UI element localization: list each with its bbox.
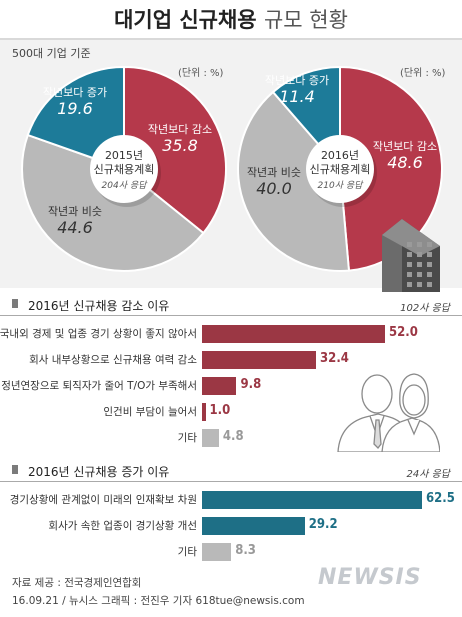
pie-2015-slice-label-increase: 작년보다 증가 xyxy=(43,86,107,99)
decrease-row: 국내외 경제 및 업종 경기 상황이 좋지 않아서 52.0 xyxy=(0,324,462,344)
increase-section-responses: 24사 응답 xyxy=(406,469,450,480)
pie-2015-slice-similar xyxy=(21,133,205,272)
decrease-bar xyxy=(202,429,219,447)
decrease-bar xyxy=(202,351,317,369)
pie-2015-center-responses: 204사 응답 xyxy=(102,180,149,191)
decrease-bar xyxy=(202,325,386,343)
pie-2015-slice-decrease xyxy=(123,65,227,235)
pie-2015-slice-label-decrease: 작년보다 감소 xyxy=(148,123,212,136)
decrease-label: 인건비 부담이 늘어서 xyxy=(103,406,197,418)
newsis-logo: NEWSIS xyxy=(318,565,422,590)
decrease-value: 32.4 xyxy=(320,351,349,366)
building-icon xyxy=(382,219,440,292)
business-people-icon xyxy=(337,373,440,452)
pie-2016-slice-similar xyxy=(237,90,351,272)
decrease-row: 기타 4.8 xyxy=(0,428,462,448)
unit-label-2016: (단위 : %) xyxy=(400,68,446,79)
pie-2016-center-circle xyxy=(306,135,374,203)
pie-2015-center-circle xyxy=(90,135,158,203)
section-marker-icon xyxy=(12,299,18,308)
pie-2015-center-year: 2015년 xyxy=(105,149,143,162)
increase-value: 8.3 xyxy=(235,543,256,558)
decrease-section-title: 2016년 신규채용 감소 이유 xyxy=(28,299,170,313)
increase-section-header: 2016년 신규채용 증가 이유 24사 응답 xyxy=(0,460,462,482)
increase-row: 회사가 속한 업종이 경기상황 개선 29.2 xyxy=(0,516,462,536)
increase-label: 기타 xyxy=(177,546,197,558)
pie-2016-center-year: 2016년 xyxy=(321,149,359,162)
page-title: 대기업 신규채용 규모 현황 xyxy=(114,8,348,32)
decrease-value: 9.8 xyxy=(240,377,262,392)
decrease-bar xyxy=(202,403,206,421)
pie-2015-slice-increase xyxy=(26,65,125,171)
pie-2016-slice-label-decrease: 작년보다 감소 xyxy=(373,140,437,153)
increase-bar xyxy=(202,517,305,535)
increase-label: 경기상황에 관계없이 미래의 인재확보 차원 xyxy=(9,494,197,506)
decrease-label: 기타 xyxy=(177,432,197,444)
decrease-value: 1.0 xyxy=(209,403,231,418)
pie-2015-center-plan: 신규채용계획 xyxy=(94,163,155,176)
decrease-bar xyxy=(202,377,237,395)
pie-2015-slice-value-decrease: 35.8 xyxy=(162,136,198,155)
pie-2016-slice-value-increase: 11.4 xyxy=(279,87,315,106)
increase-row: 경기상황에 관계없이 미래의 인재확보 차원 62.5 xyxy=(0,490,462,510)
pie-2015-slice-value-similar: 44.6 xyxy=(57,218,93,237)
decrease-section-header: 2016년 신규채용 감소 이유 102사 응답 xyxy=(0,294,462,316)
decrease-section-responses: 102사 응답 xyxy=(400,303,450,314)
increase-value: 29.2 xyxy=(308,517,338,532)
decrease-row: 회사 내부상황으로 신규채용 여력 감소 32.4 xyxy=(0,350,462,370)
increase-bar xyxy=(202,491,422,509)
decrease-label: 정년연장으로 퇴직자가 줄어 T/O가 부족해서 xyxy=(1,380,197,392)
pie-2016-slice-label-similar: 작년과 비슷 xyxy=(247,166,301,179)
increase-bar xyxy=(202,543,232,561)
increase-label: 회사가 속한 업종이 경기상황 개선 xyxy=(48,520,197,532)
pie-2016-slice-value-similar: 40.0 xyxy=(256,179,292,198)
title-main: 대기업 신규채용 xyxy=(114,8,257,32)
title-bar: 대기업 신규채용 규모 현황 xyxy=(0,0,462,40)
unit-label-2015: (단위 : %) xyxy=(178,68,224,79)
decrease-label: 회사 내부상황으로 신규채용 여력 감소 xyxy=(29,354,197,366)
decrease-row: 정년연장으로 퇴직자가 줄어 T/O가 부족해서 9.8 xyxy=(0,376,462,396)
pie-2016-center-responses: 210사 응답 xyxy=(318,180,365,191)
pie-2015-slice-value-increase: 19.6 xyxy=(57,99,93,118)
pie-2016-slice-label-increase: 작년보다 증가 xyxy=(265,74,329,87)
decrease-row: 인건비 부담이 늘어서 1.0 xyxy=(0,402,462,422)
increase-value: 62.5 xyxy=(426,491,455,506)
pie-2016-center-plan: 신규채용계획 xyxy=(310,163,371,176)
increase-row: 기타 8.3 xyxy=(0,542,462,562)
pie-2016-slice-value-decrease: 48.6 xyxy=(387,153,423,172)
pie-2015-slice-label-similar: 작년과 비슷 xyxy=(48,205,102,218)
increase-section-title: 2016년 신규채용 증가 이유 xyxy=(28,465,170,479)
basis-note: 500대 기업 기준 xyxy=(12,47,91,60)
section-marker-icon xyxy=(12,465,18,474)
decrease-label: 국내외 경제 및 업종 경기 상황이 좋지 않아서 xyxy=(0,328,197,340)
title-sub: 규모 현황 xyxy=(263,8,348,32)
decrease-value: 52.0 xyxy=(389,325,418,340)
footer-source: 자료 제공 : 전국경제인연합회 xyxy=(12,577,142,589)
decrease-value: 4.8 xyxy=(222,429,244,444)
footer-credit: 16.09.21 / 뉴시스 그래픽 : 전진우 기자 618tue@newsi… xyxy=(12,595,305,607)
